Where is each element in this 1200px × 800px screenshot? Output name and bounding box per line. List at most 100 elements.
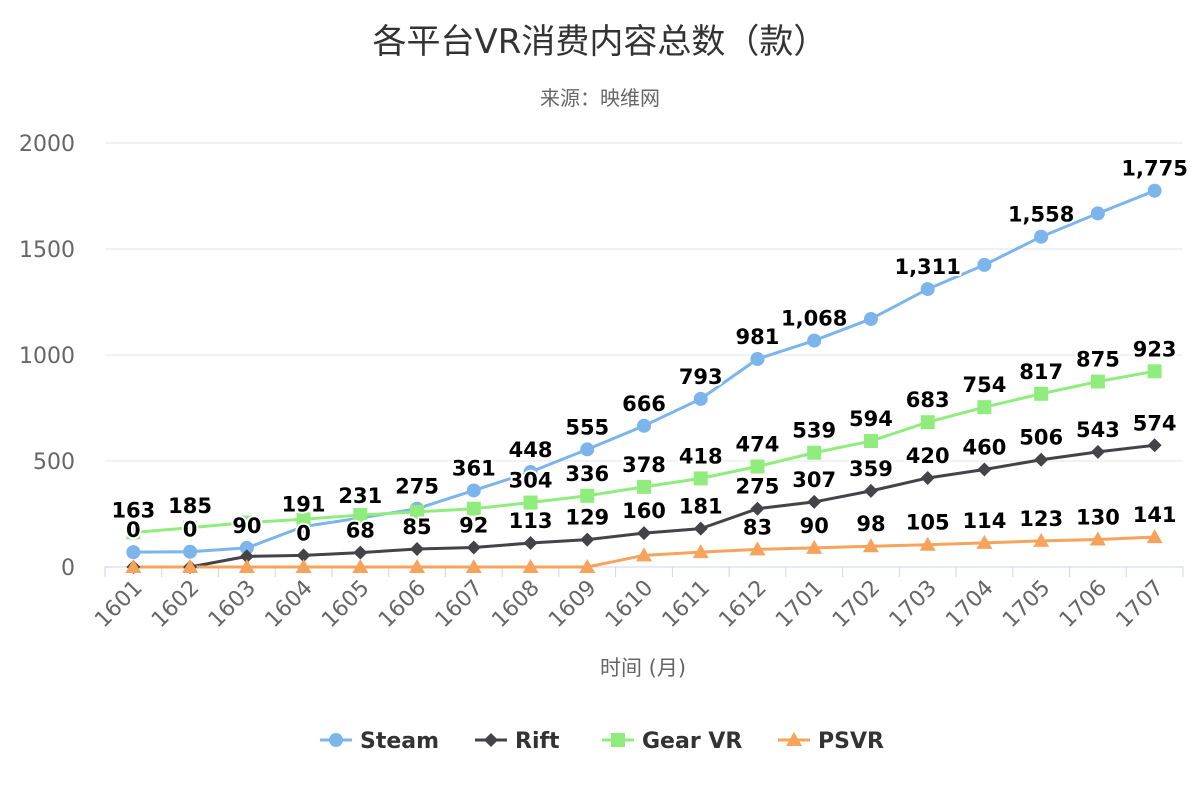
point-psvr-1701 bbox=[806, 539, 823, 554]
point-rift-1706 bbox=[1090, 444, 1105, 459]
data-label-psvr-1703: 105 bbox=[906, 511, 950, 535]
point-steam-1607 bbox=[466, 483, 481, 498]
point-psvr-1603 bbox=[238, 559, 255, 573]
data-label-rift-1702: 359 bbox=[849, 457, 893, 481]
data-label-rift-1611: 181 bbox=[679, 495, 723, 519]
point-gear-vr-1604 bbox=[296, 512, 311, 527]
data-label-rift-1706: 543 bbox=[1076, 418, 1120, 442]
point-rift-1604 bbox=[296, 548, 311, 563]
legend[interactable]: Steam Rift Gear VR PSVR bbox=[320, 729, 884, 754]
data-label-psvr-1707: 141 bbox=[1133, 503, 1177, 527]
point-psvr-1602 bbox=[182, 559, 199, 573]
point-gear-vr-1603 bbox=[239, 515, 254, 530]
data-label-gear-vr-1706: 875 bbox=[1076, 348, 1120, 372]
data-label-steam-1703: 1,311 bbox=[894, 255, 960, 279]
x-tick-label-1604: 1604 bbox=[261, 576, 318, 633]
point-gear-vr-1611 bbox=[693, 471, 708, 486]
data-label-steam-1610: 666 bbox=[622, 392, 666, 416]
data-label-gear-vr-1612: 474 bbox=[736, 433, 780, 457]
point-psvr-1604 bbox=[295, 559, 312, 573]
data-label-gear-vr-1610: 378 bbox=[622, 453, 666, 477]
x-tick-label-1609: 1609 bbox=[544, 576, 601, 633]
data-label-rift-1610: 160 bbox=[622, 499, 666, 523]
grid bbox=[105, 142, 1183, 462]
point-gear-vr-1605 bbox=[353, 508, 368, 523]
point-steam-1612 bbox=[750, 352, 765, 367]
point-steam-1706 bbox=[1090, 206, 1105, 221]
data-label-gear-vr-1602: 185 bbox=[168, 494, 212, 518]
data-label-rift-1606: 85 bbox=[402, 515, 431, 539]
data-label-rift-1612: 275 bbox=[736, 475, 780, 499]
x-axis-title: 时间 (月) bbox=[600, 656, 686, 680]
point-steam-1707 bbox=[1147, 183, 1162, 198]
legend-marker-steam bbox=[329, 733, 343, 747]
legend-label-gear-vr: Gear VR bbox=[642, 729, 742, 754]
x-tick-label-1610: 1610 bbox=[601, 576, 658, 633]
point-psvr-1705 bbox=[1033, 532, 1050, 547]
legend-label-steam: Steam bbox=[360, 729, 439, 754]
point-steam-1601 bbox=[126, 545, 141, 560]
data-label-rift-1704: 460 bbox=[962, 435, 1006, 459]
data-label-psvr-1701: 90 bbox=[800, 514, 829, 538]
data-label-gear-vr-1701: 539 bbox=[792, 419, 836, 443]
data-label-gear-vr-1702: 594 bbox=[849, 407, 893, 431]
data-label-gear-vr-1611: 418 bbox=[679, 444, 723, 468]
point-psvr-1606 bbox=[409, 559, 426, 573]
point-psvr-1607 bbox=[465, 559, 482, 573]
point-steam-1602 bbox=[183, 544, 198, 559]
x-tick-label-1606: 1606 bbox=[374, 576, 431, 633]
data-label-steam-1608: 448 bbox=[509, 438, 553, 462]
data-label-rift-1607: 92 bbox=[459, 513, 488, 537]
data-label-rift-1705: 506 bbox=[1019, 426, 1063, 450]
point-rift-1701 bbox=[807, 494, 822, 509]
x-tick-label-1701: 1701 bbox=[771, 576, 828, 633]
point-psvr-1703 bbox=[919, 536, 936, 551]
x-tick-label-1705: 1705 bbox=[998, 576, 1055, 633]
data-label-steam-1707: 1,775 bbox=[1121, 157, 1187, 181]
point-gear-vr-1705 bbox=[1034, 386, 1049, 401]
point-rift-1605 bbox=[353, 545, 368, 560]
legend-item-gear-vr[interactable]: Gear VR bbox=[602, 729, 742, 754]
data-label-psvr-1706: 130 bbox=[1076, 505, 1120, 529]
point-steam-1703 bbox=[920, 282, 935, 297]
legend-item-psvr[interactable]: PSVR bbox=[778, 729, 884, 754]
point-steam-1701 bbox=[807, 333, 822, 348]
data-label-rift-1609: 129 bbox=[565, 506, 609, 530]
point-gear-vr-1608 bbox=[523, 495, 538, 510]
legend-label-rift: Rift bbox=[515, 729, 560, 754]
point-rift-1606 bbox=[410, 541, 425, 556]
legend-item-steam[interactable]: Steam bbox=[320, 729, 439, 754]
point-steam-1603 bbox=[239, 540, 254, 555]
point-gear-vr-1610 bbox=[637, 479, 651, 494]
point-gear-vr-1702 bbox=[863, 434, 878, 449]
point-gear-vr-1612 bbox=[750, 459, 765, 474]
point-steam-1608 bbox=[523, 465, 538, 480]
data-label-steam-1607: 361 bbox=[452, 456, 496, 480]
data-label-gear-vr-1705: 817 bbox=[1019, 360, 1063, 384]
legend-item-rift[interactable]: Rift bbox=[475, 729, 560, 754]
x-tick-label-1611: 1611 bbox=[658, 576, 715, 633]
legend-marker-psvr bbox=[786, 732, 802, 746]
y-tick-label-1500: 1500 bbox=[19, 238, 75, 263]
point-rift-1612 bbox=[750, 501, 765, 516]
data-label-steam-1606: 275 bbox=[395, 475, 439, 499]
y-tick-label-0: 0 bbox=[61, 556, 75, 581]
data-label-steam-1609: 555 bbox=[565, 415, 609, 439]
data-label-psvr-1705: 123 bbox=[1019, 507, 1063, 531]
point-psvr-1610 bbox=[636, 547, 652, 562]
data-label-gear-vr-1703: 683 bbox=[906, 388, 950, 412]
data-label-steam-1612: 981 bbox=[736, 325, 780, 349]
point-rift-1609 bbox=[580, 532, 595, 547]
x-tick-label-1706: 1706 bbox=[1055, 576, 1112, 633]
data-label-gear-vr-1609: 336 bbox=[565, 462, 609, 486]
legend-label-psvr: PSVR bbox=[818, 729, 884, 754]
data-label-psvr-1702: 98 bbox=[856, 512, 885, 536]
data-label-rift-1707: 574 bbox=[1133, 411, 1177, 435]
y-tick-label-500: 500 bbox=[33, 450, 75, 475]
data-label-gear-vr-1601: 163 bbox=[111, 498, 155, 522]
point-rift-1607 bbox=[466, 540, 481, 555]
point-gear-vr-1606 bbox=[410, 504, 425, 519]
point-gear-vr-1703 bbox=[920, 415, 935, 430]
